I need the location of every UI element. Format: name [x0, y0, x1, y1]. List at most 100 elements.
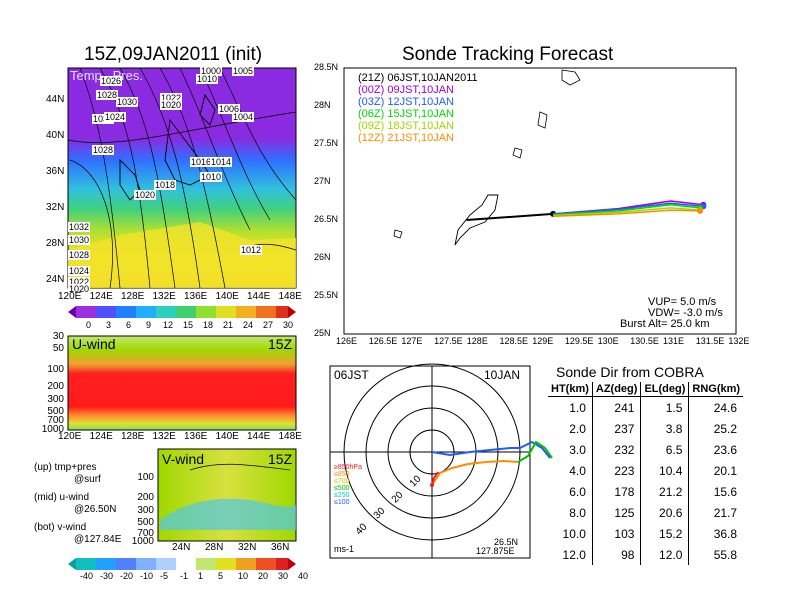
track-legend-entry: (21Z) 06JST,10JAN2011 — [358, 72, 478, 84]
colorbar-tick: 9 — [146, 320, 152, 330]
surface-xtick: 140E — [215, 291, 239, 302]
uwind-ytick: 500 — [47, 406, 64, 417]
table-cell: 55.8 — [688, 544, 744, 565]
track-series-line — [553, 207, 701, 217]
surface-ytick: 24N — [46, 274, 65, 285]
isobar-label: 1020 — [134, 190, 157, 200]
track-xtick: 126E — [336, 336, 358, 346]
table-row: 12.0 98 12.0 55.8 — [548, 544, 744, 565]
table-cell: 237 — [591, 418, 641, 439]
table-row: 2.0 237 3.8 25.2 — [548, 418, 744, 439]
uwind-ytick: 1000 — [41, 424, 64, 435]
polar-level-label: ≤700 — [334, 478, 350, 485]
polar-rings — [330, 363, 530, 558]
track-ytick: 28.5N — [314, 62, 339, 72]
surface-xtick: 128E — [121, 291, 145, 302]
isobar-label: 1028 — [96, 90, 119, 100]
polar-frame — [329, 365, 531, 559]
vwind-ytick: 1000 — [131, 536, 154, 547]
track-series-line — [466, 212, 554, 221]
surface-overlay-label: Temp., Pres. — [70, 68, 143, 83]
surface-xtick: 120E — [58, 291, 82, 302]
track-xtick: 131E — [663, 336, 685, 346]
isobar-label: 1010 — [196, 74, 219, 84]
note-bot: (bot) v-wind — [34, 522, 87, 533]
vwind-ytick: 200 — [137, 492, 154, 503]
vwind-ytick: 300 — [137, 505, 154, 516]
colorbar-tick: 20 — [258, 571, 269, 581]
track-ytick: 28N — [314, 100, 331, 110]
table-cell: 6.5 — [640, 439, 689, 460]
table-cell: 8.0 — [569, 505, 586, 520]
table-row: 8.0 125 20.6 21.7 — [548, 502, 744, 523]
uwind-xtick: 144E — [247, 431, 271, 442]
vwind-xtick: 24N — [172, 542, 191, 553]
uwind-ytick: 30 — [52, 331, 64, 342]
polar-level-label: ≤500 — [334, 485, 350, 492]
table-cell: 4.0 — [569, 463, 586, 478]
isobar-label: 1024 — [68, 266, 91, 276]
uwind-ytick: 700 — [47, 415, 64, 426]
track-ytick: 27N — [314, 176, 331, 186]
track-xtick: 127.5E — [434, 336, 463, 346]
track-ytick: 26.5N — [314, 214, 339, 224]
polar-level-label: ≥850hPa — [334, 464, 362, 471]
uwind-xtick: 140E — [215, 431, 239, 442]
direction-header: AZ(deg) — [591, 382, 641, 397]
track-legend-entry: (06Z) 15JST,10JAN — [358, 108, 454, 120]
colorbar-tick: 6 — [126, 320, 132, 330]
isobar-label: 1020 — [160, 100, 183, 110]
colorbar-tick: -1 — [180, 571, 189, 581]
colorbar-tick: 15 — [183, 320, 194, 330]
colorbar-tick: 18 — [203, 320, 214, 330]
vwind-ytick: 700 — [137, 528, 154, 539]
direction-table: HT(km) AZ(deg) EL(deg) RNG(km) 1.0 241 1.5 24.… — [548, 382, 744, 565]
uwind-xtick: 120E — [58, 431, 82, 442]
uwind-xtick: 128E — [121, 431, 145, 442]
colorbar-tick: 27 — [263, 320, 274, 330]
colorbar-tick: -10 — [140, 571, 154, 581]
track-legend-entry: (03Z) 12JST,10JAN — [358, 96, 454, 108]
polar-lon: 127.875E — [476, 546, 515, 556]
table-row: 3.0 232 6.5 23.6 — [548, 439, 744, 460]
vwind-colorbar — [68, 558, 296, 570]
colorbar-tick: 21 — [223, 320, 234, 330]
isobar-label: 1032 — [68, 222, 91, 232]
colorbar-tick: 24 — [243, 320, 254, 330]
polar-unit: ms-1 — [334, 544, 354, 554]
vwind-ytick: 500 — [137, 517, 154, 528]
isobar-label: 1012 — [240, 245, 263, 255]
table-cell: 223 — [591, 460, 641, 481]
direction-header: RNG(km) — [688, 382, 744, 397]
polar-trace — [430, 440, 553, 487]
track-xtick: 130E — [597, 336, 619, 346]
colorbar-tick: -30 — [100, 571, 114, 581]
track-series-line — [553, 204, 701, 216]
track-lines — [466, 200, 707, 221]
isobar-label: 1030 — [116, 97, 139, 107]
uwind-ytick: 300 — [47, 394, 64, 405]
table-cell: 20.1 — [688, 460, 744, 481]
vwind-panel — [157, 448, 297, 542]
colorbar-tick: 10 — [238, 571, 249, 581]
table-cell: 15.2 — [640, 523, 689, 544]
colorbar-tick: 30 — [283, 320, 294, 330]
track-xtick: 128.5E — [499, 336, 529, 346]
uwind-xtick: 148E — [278, 431, 302, 442]
uwind-ytick: 200 — [47, 381, 64, 392]
isobar-label: 1022 — [68, 277, 91, 287]
table-cell: 15.6 — [688, 481, 744, 502]
uwind-time: 15Z — [268, 336, 293, 352]
table-cell: 1.0 — [569, 400, 586, 415]
table-row: 1.0 241 1.5 24.6 — [548, 396, 744, 418]
track-xtick: 131.5E — [695, 336, 725, 346]
table-cell: 232 — [591, 439, 641, 460]
note-bot-level: @127.84E — [74, 534, 122, 545]
table-cell: 21.7 — [688, 502, 744, 523]
track-ytick: 26N — [314, 252, 331, 262]
polar-lat: 26.5N — [494, 537, 519, 547]
isobar-label: 1022 — [160, 93, 183, 103]
track-ytick: 25N — [314, 328, 331, 338]
note-mid: (mid) u-wind — [34, 492, 90, 503]
uwind-xtick: 136E — [184, 431, 208, 442]
